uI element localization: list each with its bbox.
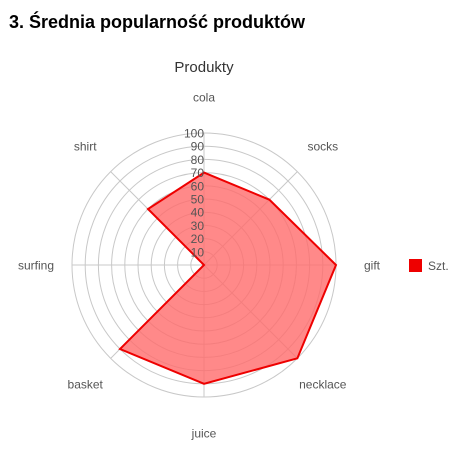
- category-label: necklace: [299, 377, 347, 391]
- tick-label: 50: [191, 193, 205, 207]
- tick-label: 60: [191, 179, 205, 193]
- category-label: cola: [193, 91, 215, 105]
- chart-title: Produkty: [174, 59, 234, 76]
- legend-swatch: [409, 259, 422, 272]
- category-label: surfing: [18, 259, 54, 273]
- tick-label: 80: [191, 153, 205, 167]
- category-label: basket: [68, 377, 104, 391]
- tick-label: 30: [191, 219, 205, 233]
- series-polygon: [118, 171, 338, 385]
- tick-label: 10: [191, 245, 205, 259]
- category-label: shirt: [74, 140, 97, 154]
- radar-series: [118, 171, 338, 385]
- tick-label: 70: [191, 166, 205, 180]
- category-label: gift: [364, 259, 381, 273]
- section-title: 3. Średnia popularność produktów: [9, 12, 306, 32]
- radar-category-labels: cola socks gift necklace juice basket surfing s…: [18, 91, 381, 441]
- tick-label: 20: [191, 232, 205, 246]
- tick-label: 90: [191, 140, 205, 154]
- tick-label: 40: [191, 206, 205, 220]
- category-label: socks: [307, 140, 338, 154]
- tick-label: 100: [184, 127, 204, 141]
- legend-label: Szt.: [428, 259, 449, 273]
- chart-legend: Szt.: [409, 259, 449, 273]
- category-label: juice: [191, 427, 217, 441]
